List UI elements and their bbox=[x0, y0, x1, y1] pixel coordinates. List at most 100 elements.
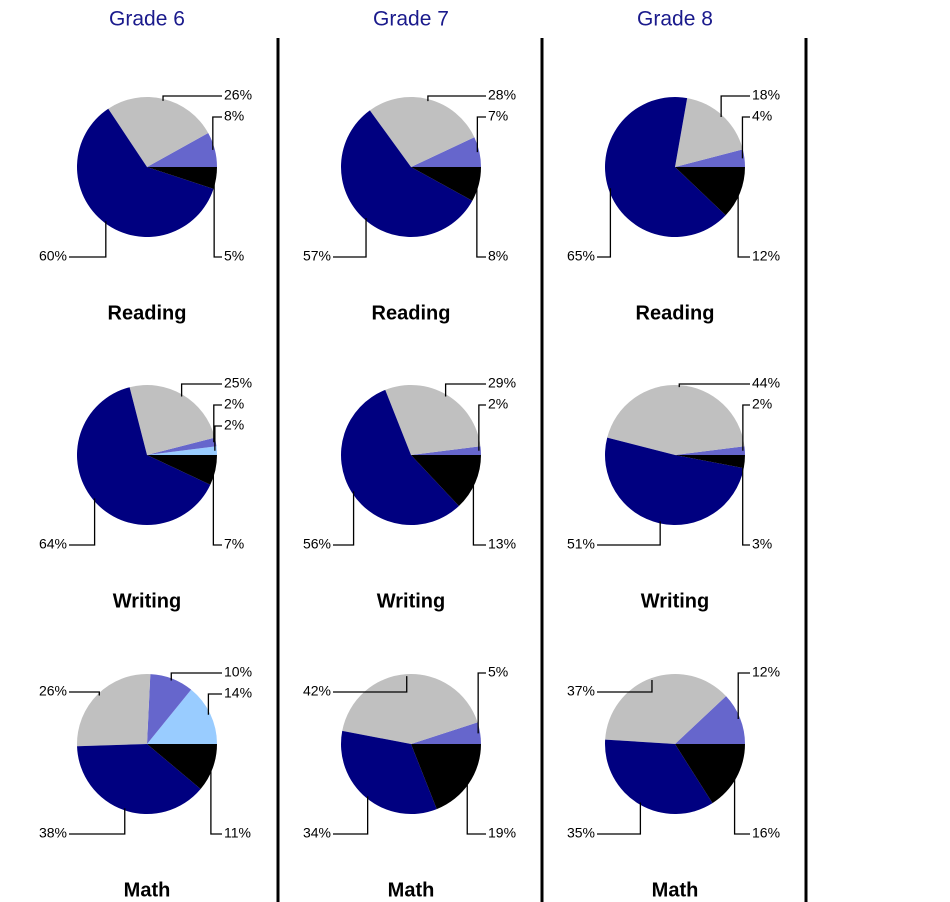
value-label: 34% bbox=[303, 825, 331, 841]
chart-title: Reading bbox=[108, 302, 187, 324]
value-label: 16% bbox=[752, 825, 780, 841]
value-label: 8% bbox=[224, 108, 244, 124]
leader-line bbox=[737, 192, 750, 258]
leader-line bbox=[476, 183, 486, 258]
pie-slice bbox=[411, 137, 481, 167]
pie-slice bbox=[147, 674, 192, 744]
leader-line bbox=[212, 469, 222, 546]
value-label: 35% bbox=[567, 825, 595, 841]
pie-slice bbox=[607, 384, 745, 455]
pie-slice bbox=[108, 97, 209, 167]
leader-line bbox=[678, 383, 750, 388]
leader-line bbox=[180, 383, 222, 397]
value-label: 25% bbox=[224, 375, 252, 391]
leader-line bbox=[742, 404, 750, 451]
pie-slice bbox=[369, 97, 475, 167]
leader-line bbox=[597, 188, 612, 258]
pie-slice bbox=[605, 437, 744, 525]
pie-slice bbox=[411, 744, 481, 810]
leader-line bbox=[333, 676, 408, 693]
value-label: 51% bbox=[567, 536, 595, 552]
pie-slice bbox=[411, 455, 481, 507]
leader-line bbox=[720, 95, 750, 118]
pie-slice bbox=[147, 446, 217, 455]
leader-line bbox=[333, 796, 369, 835]
leader-line bbox=[741, 116, 750, 159]
value-label: 4% bbox=[752, 108, 772, 124]
pie-slice bbox=[77, 744, 201, 814]
leader-line bbox=[210, 767, 222, 835]
pie-slice bbox=[340, 110, 473, 238]
value-label: 7% bbox=[224, 536, 244, 552]
pie-slice bbox=[675, 455, 745, 469]
value-label: 2% bbox=[224, 417, 244, 433]
chart-title: Reading bbox=[636, 302, 715, 324]
value-label: 60% bbox=[39, 248, 67, 264]
value-label: 13% bbox=[488, 536, 516, 552]
leader-line bbox=[476, 116, 486, 153]
value-label: 2% bbox=[488, 396, 508, 412]
value-label: 11% bbox=[224, 825, 251, 841]
column-title: Grade 7 bbox=[373, 8, 449, 31]
chart-title: Math bbox=[124, 879, 171, 901]
chart-title: Writing bbox=[377, 590, 446, 612]
chart-title: Writing bbox=[641, 590, 710, 612]
pie-slice bbox=[411, 446, 481, 455]
leader-line bbox=[333, 491, 355, 546]
leader-line bbox=[212, 116, 222, 150]
leader-line bbox=[69, 691, 100, 696]
leader-line bbox=[427, 95, 486, 102]
pie-slice bbox=[147, 132, 217, 167]
value-label: 26% bbox=[224, 87, 252, 103]
leader-line bbox=[597, 521, 661, 546]
pie-slice bbox=[77, 387, 211, 525]
leader-line bbox=[69, 498, 96, 546]
pie-slice bbox=[147, 167, 217, 189]
pie-slice bbox=[147, 744, 217, 789]
value-label: 28% bbox=[488, 87, 516, 103]
value-label: 8% bbox=[488, 248, 508, 264]
leader-line bbox=[444, 383, 486, 397]
leader-line bbox=[170, 672, 222, 681]
leader-line bbox=[162, 95, 222, 101]
leader-line bbox=[69, 808, 126, 835]
leader-line bbox=[478, 404, 486, 451]
pie-slice bbox=[675, 167, 745, 216]
pie-slice bbox=[341, 730, 437, 814]
pie-slice bbox=[76, 108, 214, 238]
chart-title: Math bbox=[652, 879, 699, 901]
value-label: 5% bbox=[224, 248, 244, 264]
pie-slice bbox=[147, 455, 217, 485]
value-label: 18% bbox=[752, 87, 780, 103]
pie-slice bbox=[605, 97, 726, 237]
value-label: 5% bbox=[488, 664, 508, 680]
value-label: 64% bbox=[39, 536, 67, 552]
column-title: Grade 6 bbox=[109, 8, 185, 31]
leader-line bbox=[213, 404, 222, 443]
value-label: 12% bbox=[752, 248, 780, 264]
value-label: 37% bbox=[567, 683, 595, 699]
pie-slice bbox=[147, 689, 217, 744]
chart-title: Writing bbox=[113, 590, 182, 612]
value-label: 38% bbox=[39, 825, 67, 841]
value-label: 7% bbox=[488, 108, 508, 124]
value-label: 29% bbox=[488, 375, 516, 391]
value-label: 10% bbox=[224, 664, 252, 680]
value-label: 14% bbox=[224, 685, 252, 701]
pie-slice bbox=[129, 385, 215, 455]
leader-line bbox=[213, 177, 222, 258]
value-label: 2% bbox=[224, 396, 244, 412]
value-label: 19% bbox=[488, 825, 516, 841]
pie-slice bbox=[675, 98, 743, 167]
pie-slice bbox=[675, 149, 745, 167]
leader-line bbox=[477, 672, 486, 734]
column-title: Grade 8 bbox=[637, 8, 713, 31]
leader-line bbox=[597, 802, 642, 835]
value-label: 57% bbox=[303, 248, 331, 264]
value-label: 65% bbox=[567, 248, 595, 264]
value-label: 2% bbox=[752, 396, 772, 412]
pie-slice bbox=[385, 384, 481, 455]
pie-slice bbox=[340, 389, 459, 526]
pie-slice bbox=[675, 446, 745, 455]
